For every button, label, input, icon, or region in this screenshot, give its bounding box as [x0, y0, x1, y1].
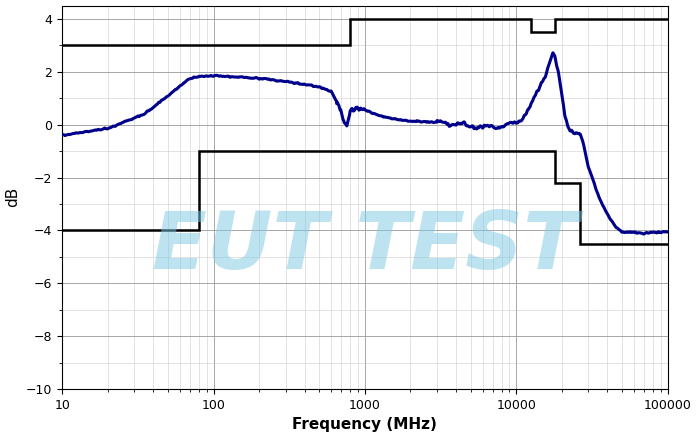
X-axis label: Frequency (MHz): Frequency (MHz)	[293, 417, 437, 432]
Text: EUT TEST: EUT TEST	[152, 208, 578, 286]
Y-axis label: dB: dB	[6, 187, 20, 208]
